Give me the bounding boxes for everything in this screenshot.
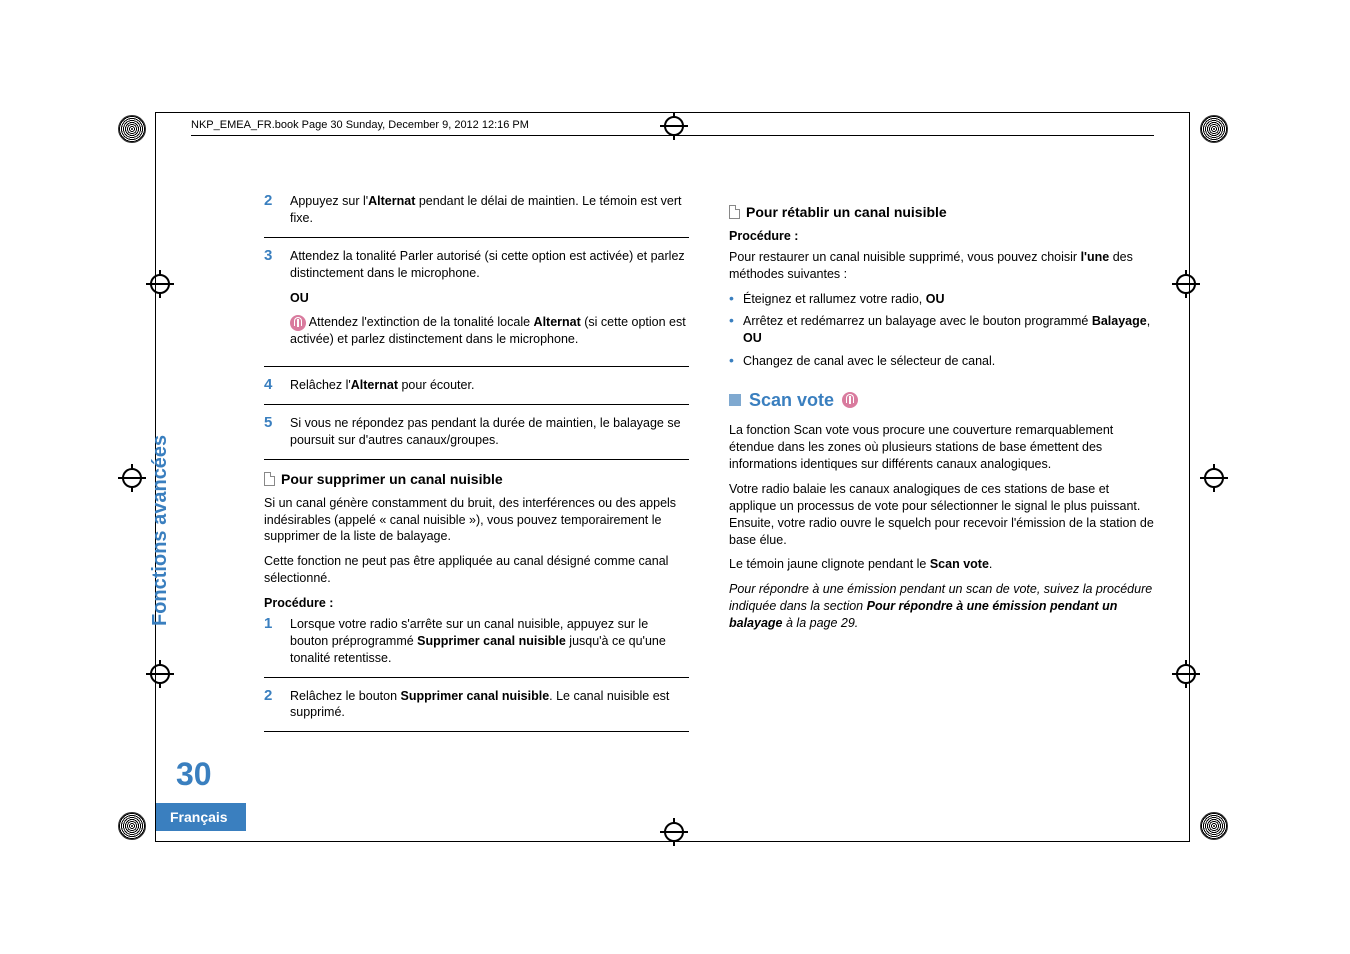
page-number: 30	[176, 756, 212, 793]
subheading-delete-channel: Pour supprimer un canal nuisible	[264, 470, 689, 489]
text: Éteignez et rallumez votre radio,	[743, 292, 926, 306]
printmark-icon	[118, 115, 146, 143]
text: Le témoin jaune clignote pendant le	[729, 557, 930, 571]
bold: OU	[290, 291, 309, 305]
text: Appuyez sur l'	[290, 194, 368, 208]
square-bullet-icon	[729, 394, 741, 406]
bold: Scan vote	[930, 557, 989, 571]
step-rule	[264, 237, 689, 238]
text: à la page 29.	[783, 616, 859, 630]
paragraph: La fonction Scan vote vous procure une c…	[729, 422, 1154, 473]
step-rule	[264, 731, 689, 732]
procedure-label: Procédure :	[264, 595, 689, 612]
step-body: Appuyez sur l'Alternat pendant le délai …	[290, 193, 689, 227]
register-mark-icon	[1200, 464, 1228, 492]
bullet-list: Éteignez et rallumez votre radio, OU Arr…	[729, 291, 1154, 371]
bold: Alternat	[534, 315, 581, 329]
text: pour écouter.	[398, 378, 474, 392]
subheading-restore-channel: Pour rétablir un canal nuisible	[729, 203, 1154, 222]
sidebar-tab-label: Fonctions avancées	[149, 435, 172, 626]
bold: Alternat	[351, 378, 398, 392]
language-tab: Français	[156, 803, 246, 831]
paragraph: Votre radio balaie les canaux analogique…	[729, 481, 1154, 549]
bold: Alternat	[368, 194, 415, 208]
printmark-icon	[118, 812, 146, 840]
proc-step-1: 1 Lorsque votre radio s'arrête sur un ca…	[264, 616, 689, 667]
procedure-label: Procédure :	[729, 228, 1154, 245]
page-icon	[729, 205, 740, 219]
step-rule	[264, 404, 689, 405]
register-mark-icon	[118, 464, 146, 492]
step-number: 2	[264, 193, 280, 227]
bold: Supprimer canal nuisible	[417, 634, 566, 648]
running-head: NKP_EMEA_FR.book Page 30 Sunday, Decembe…	[191, 119, 529, 131]
step-number: 5	[264, 415, 280, 449]
bold: OU	[926, 292, 945, 306]
bold: Balayage	[1092, 314, 1147, 328]
step-5: 5 Si vous ne répondez pas pendant la dur…	[264, 415, 689, 449]
step-number: 2	[264, 688, 280, 722]
step-2: 2 Appuyez sur l'Alternat pendant le déla…	[264, 193, 689, 227]
step-body: Attendez la tonalité Parler autorisé (si…	[290, 248, 689, 356]
list-item: Changez de canal avec le sélecteur de ca…	[729, 353, 1154, 370]
step-rule	[264, 366, 689, 367]
proc-step-2: 2 Relâchez le bouton Supprimer canal nui…	[264, 688, 689, 722]
content-area: 2 Appuyez sur l'Alternat pendant le déla…	[264, 193, 1154, 821]
text: Relâchez l'	[290, 378, 351, 392]
section-heading-scan-vote: Scan vote	[729, 388, 1154, 412]
paragraph: Cette fonction ne peut pas être appliqué…	[264, 553, 689, 587]
step-4: 4 Relâchez l'Alternat pour écouter.	[264, 377, 689, 394]
printmark-icon	[1200, 115, 1228, 143]
subheading-text: Pour supprimer un canal nuisible	[281, 470, 503, 489]
bold: l'une	[1081, 250, 1110, 264]
printmark-icon	[1200, 812, 1228, 840]
text: Arrêtez et redémarrez un balayage avec l…	[743, 314, 1092, 328]
left-column: 2 Appuyez sur l'Alternat pendant le déla…	[264, 193, 689, 821]
step-rule	[264, 459, 689, 460]
text: Relâchez le bouton	[290, 689, 401, 703]
step-rule	[264, 677, 689, 678]
paragraph-italic: Pour répondre à une émission pendant un …	[729, 581, 1154, 632]
step-body: Relâchez l'Alternat pour écouter.	[290, 377, 689, 394]
bold: Supprimer canal nuisible	[401, 689, 550, 703]
paragraph: Pour restaurer un canal nuisible supprim…	[729, 249, 1154, 283]
step-body: Lorsque votre radio s'arrête sur un cana…	[290, 616, 689, 667]
step-number: 4	[264, 377, 280, 394]
subheading-text: Pour rétablir un canal nuisible	[746, 203, 947, 222]
text: Attendez la tonalité Parler autorisé (si…	[290, 248, 689, 282]
bold: OU	[743, 331, 762, 345]
section-title: Scan vote	[749, 388, 834, 412]
text: Attendez l'extinction de la tonalité loc…	[306, 315, 534, 329]
text: ,	[1147, 314, 1150, 328]
page-icon	[264, 472, 275, 486]
text: .	[989, 557, 992, 571]
step-body: Si vous ne répondez pas pendant la durée…	[290, 415, 689, 449]
step-3: 3 Attendez la tonalité Parler autorisé (…	[264, 248, 689, 356]
radio-icon	[290, 315, 306, 331]
step-number: 3	[264, 248, 280, 356]
right-column: Pour rétablir un canal nuisible Procédur…	[729, 193, 1154, 821]
paragraph: Le témoin jaune clignote pendant le Scan…	[729, 556, 1154, 573]
paragraph: Si un canal génère constamment du bruit,…	[264, 495, 689, 546]
list-item: Éteignez et rallumez votre radio, OU	[729, 291, 1154, 308]
radio-icon	[842, 392, 858, 408]
header-rule	[191, 135, 1154, 136]
list-item: Arrêtez et redémarrez un balayage avec l…	[729, 313, 1154, 347]
step-body: Relâchez le bouton Supprimer canal nuisi…	[290, 688, 689, 722]
text: Pour restaurer un canal nuisible supprim…	[729, 250, 1081, 264]
step-number: 1	[264, 616, 280, 667]
page-frame: NKP_EMEA_FR.book Page 30 Sunday, Decembe…	[155, 112, 1190, 842]
